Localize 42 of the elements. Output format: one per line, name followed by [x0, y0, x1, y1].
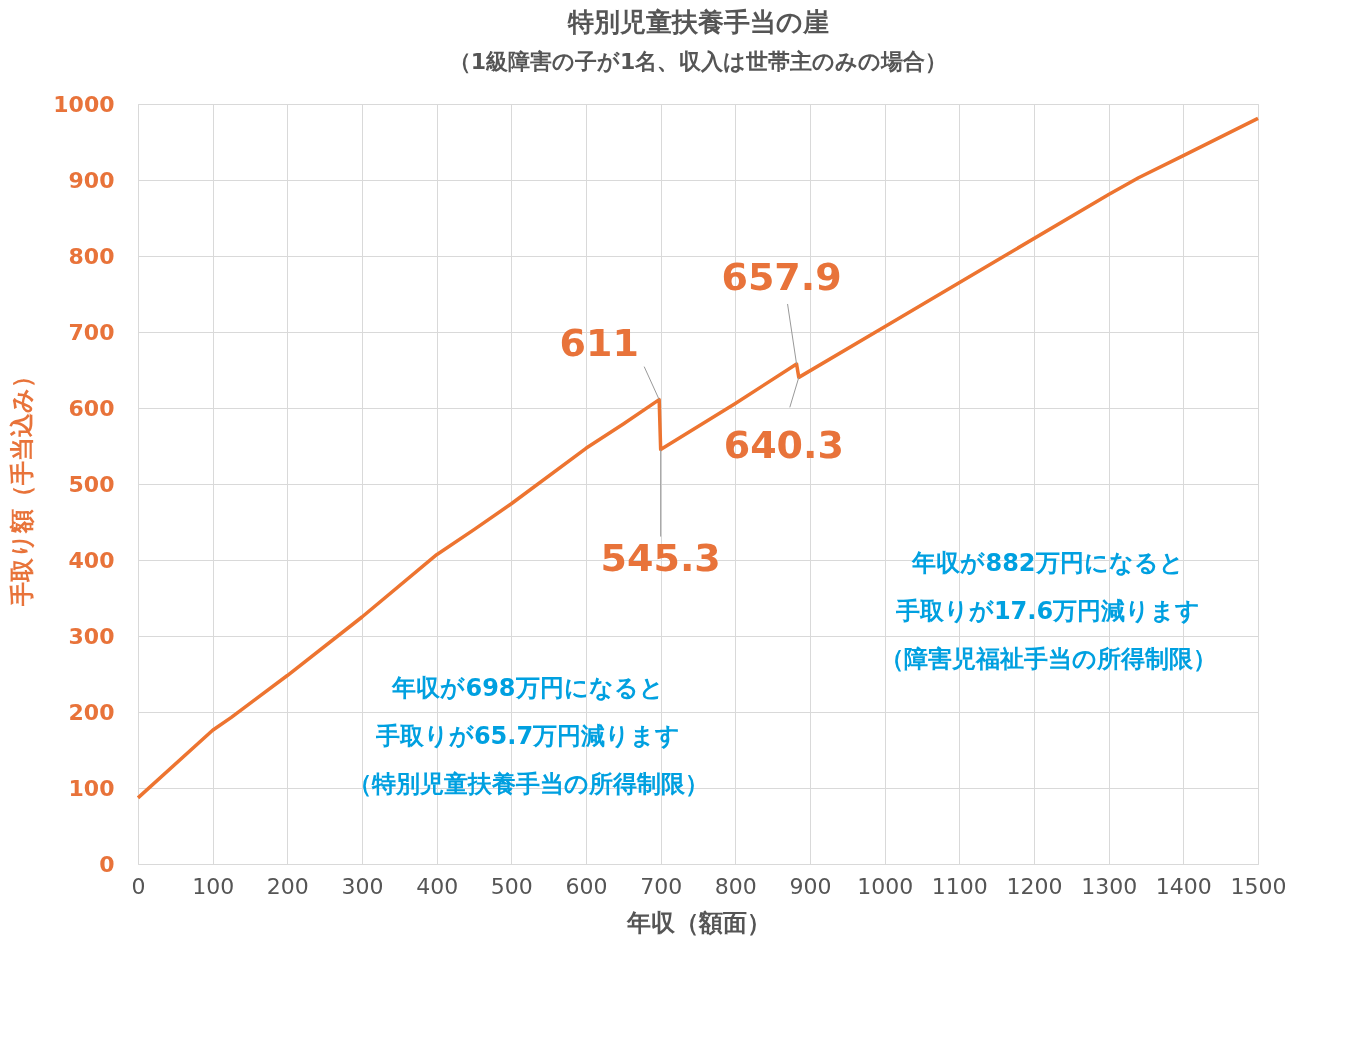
x-tick-label: 1300	[1081, 873, 1138, 899]
y-tick-label: 800	[68, 243, 115, 269]
chart-subtitle: （1級障害の子が1名、収入は世帯主のみの場合）	[448, 49, 948, 74]
annotation: 手取りが65.7万円減ります	[374, 722, 681, 750]
x-tick-label: 400	[416, 873, 459, 899]
x-tick-label: 1200	[1006, 873, 1063, 899]
y-tick-label: 300	[68, 623, 115, 649]
y-axis-title: 手取り額（手当込み）	[8, 363, 37, 607]
x-tick-label: 100	[192, 873, 235, 899]
x-tick-label: 200	[266, 873, 309, 899]
y-tick-label: 500	[68, 471, 115, 497]
x-tick-label: 0	[131, 873, 146, 899]
x-tick-label: 1500	[1230, 873, 1287, 899]
y-tick-label: 1000	[53, 91, 115, 117]
x-tick-label: 800	[714, 873, 757, 899]
annotation: （障害児福祉手当の所得制限）	[879, 645, 1217, 673]
line-series	[136, 116, 1260, 800]
annotation: 年収が882万円になると	[911, 549, 1184, 577]
data-label: 640.3	[723, 423, 844, 468]
x-tick-label: 300	[341, 873, 384, 899]
x-tick-label: 600	[565, 873, 608, 899]
data-label: 545.3	[600, 535, 721, 580]
y-tick-label: 200	[68, 699, 115, 725]
annotation: 年収が698万円になると	[391, 674, 664, 702]
x-tick-label: 1100	[931, 873, 988, 899]
y-tick-label: 600	[68, 395, 115, 421]
data-label: 657.9	[721, 255, 842, 299]
x-tick-label: 1400	[1155, 873, 1212, 899]
y-tick-label: 100	[68, 775, 115, 801]
y-tick-label: 0	[99, 851, 115, 877]
x-tick-label: 1000	[857, 873, 914, 899]
y-tick-label: 400	[68, 547, 115, 573]
data-label: 611	[559, 320, 639, 365]
annotation: （特別児童扶養手当の所得制限）	[347, 770, 709, 798]
x-tick-label: 500	[490, 873, 533, 899]
x-tick-label: 900	[789, 873, 832, 899]
x-tick-label: 700	[640, 873, 683, 899]
x-axis-title: 年収（額面）	[625, 908, 771, 937]
annotation: 手取りが17.6万円減ります	[894, 597, 1201, 625]
y-tick-label: 900	[68, 167, 115, 193]
y-tick-label: 700	[68, 319, 115, 345]
chart-title: 特別児童扶養手当の崖	[566, 7, 829, 37]
